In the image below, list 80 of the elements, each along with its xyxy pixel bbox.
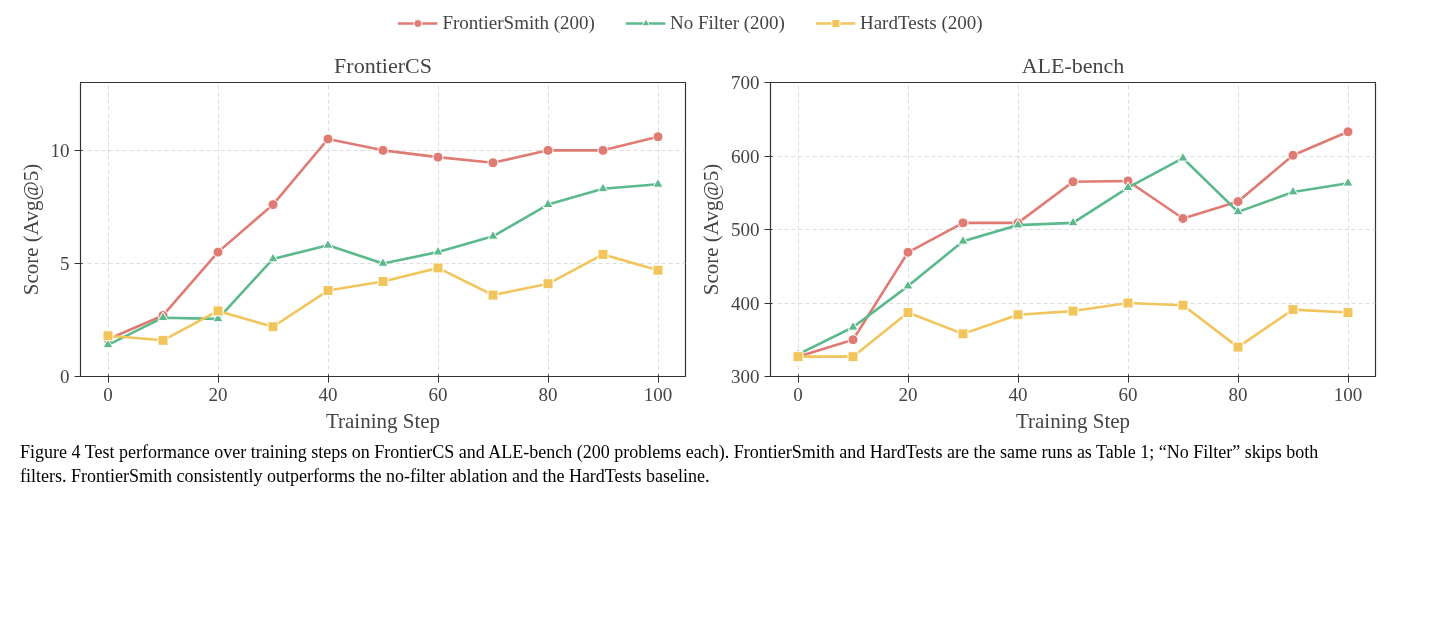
point — [212, 246, 224, 258]
point — [542, 278, 554, 290]
point — [597, 248, 609, 260]
x-tick-label: 0 — [103, 383, 113, 405]
y-axis-title: Score (Avg@5) — [18, 163, 43, 296]
point — [957, 234, 969, 245]
y-tick-label: 500 — [731, 219, 760, 240]
y-tick-label: 600 — [731, 145, 760, 167]
point — [157, 334, 169, 346]
y-tick-label: 300 — [731, 366, 760, 387]
point — [1342, 176, 1354, 187]
point — [1067, 216, 1079, 227]
point — [1067, 176, 1079, 188]
y-tick-label: 400 — [731, 292, 760, 314]
point — [1232, 205, 1244, 216]
point — [847, 320, 859, 331]
x-tick-label: 60 — [1118, 383, 1138, 405]
point — [652, 264, 664, 276]
x-tick-label: 20 — [208, 383, 228, 405]
x-axis-title: Training Step — [1015, 408, 1131, 433]
point — [267, 199, 279, 211]
point — [487, 230, 499, 240]
legend-label: FrontierSmith (200) — [442, 11, 595, 34]
y-tick-label: 10 — [50, 139, 70, 161]
point — [1177, 299, 1189, 311]
point — [1342, 126, 1354, 138]
point — [322, 285, 334, 297]
point — [902, 279, 914, 290]
point — [847, 351, 859, 363]
x-tick-label: 0 — [793, 383, 803, 405]
x-tick-label: 40 — [1008, 383, 1028, 405]
chart-title: FrontierCS — [334, 52, 432, 78]
point — [1232, 196, 1244, 208]
x-tick-label: 20 — [898, 383, 918, 405]
y-tick-label: 5 — [60, 252, 70, 274]
point — [1177, 151, 1189, 162]
point — [212, 305, 224, 317]
point — [1287, 149, 1299, 161]
point — [322, 133, 334, 145]
caption: Figure 4 Test performance over training steps on FrontierCS and ALE-bench (200 problems each). FrontierSmith and HardTests are the same runs as Table 1; “No Filter” skips both filters. FrontierSmith consistently outperforms the no-filter ablation and the HardTests baseline. — [20, 441, 1320, 489]
point — [652, 131, 664, 143]
legend-label: No Filter (200) — [669, 11, 785, 34]
point — [432, 245, 444, 256]
point — [432, 262, 444, 274]
point — [1012, 309, 1024, 321]
point — [542, 144, 554, 156]
point — [652, 178, 664, 188]
point — [1067, 305, 1079, 317]
point — [1122, 297, 1134, 309]
point — [322, 239, 334, 249]
point — [377, 144, 389, 156]
x-tick-label: 40 — [318, 383, 338, 405]
y-axis-title: Score (Avg@5) — [699, 163, 723, 296]
point — [1287, 304, 1299, 316]
point — [1232, 341, 1244, 353]
point — [902, 246, 914, 258]
point — [902, 307, 914, 319]
y-tick-label: 700 — [731, 72, 760, 93]
x-tick-label: 80 — [1228, 383, 1248, 405]
y-tick-label: 0 — [60, 366, 70, 387]
x-tick-label: 80 — [538, 383, 558, 405]
chart-title: ALE-bench — [1021, 52, 1125, 78]
point — [432, 151, 444, 163]
point — [597, 144, 609, 156]
legend-label: HardTests (200) — [859, 11, 983, 34]
point — [487, 289, 499, 301]
point — [597, 182, 609, 193]
x-tick-label: 100 — [1333, 383, 1363, 405]
x-tick-label: 100 — [643, 383, 673, 405]
x-axis-title: Training Step — [325, 408, 441, 433]
point — [487, 157, 499, 169]
point — [847, 334, 859, 346]
point — [957, 328, 969, 340]
x-tick-label: 60 — [428, 383, 448, 405]
point — [1177, 212, 1189, 224]
point — [1342, 307, 1354, 319]
point — [267, 252, 279, 263]
point — [957, 217, 969, 229]
point — [267, 321, 279, 333]
point — [1287, 185, 1299, 196]
